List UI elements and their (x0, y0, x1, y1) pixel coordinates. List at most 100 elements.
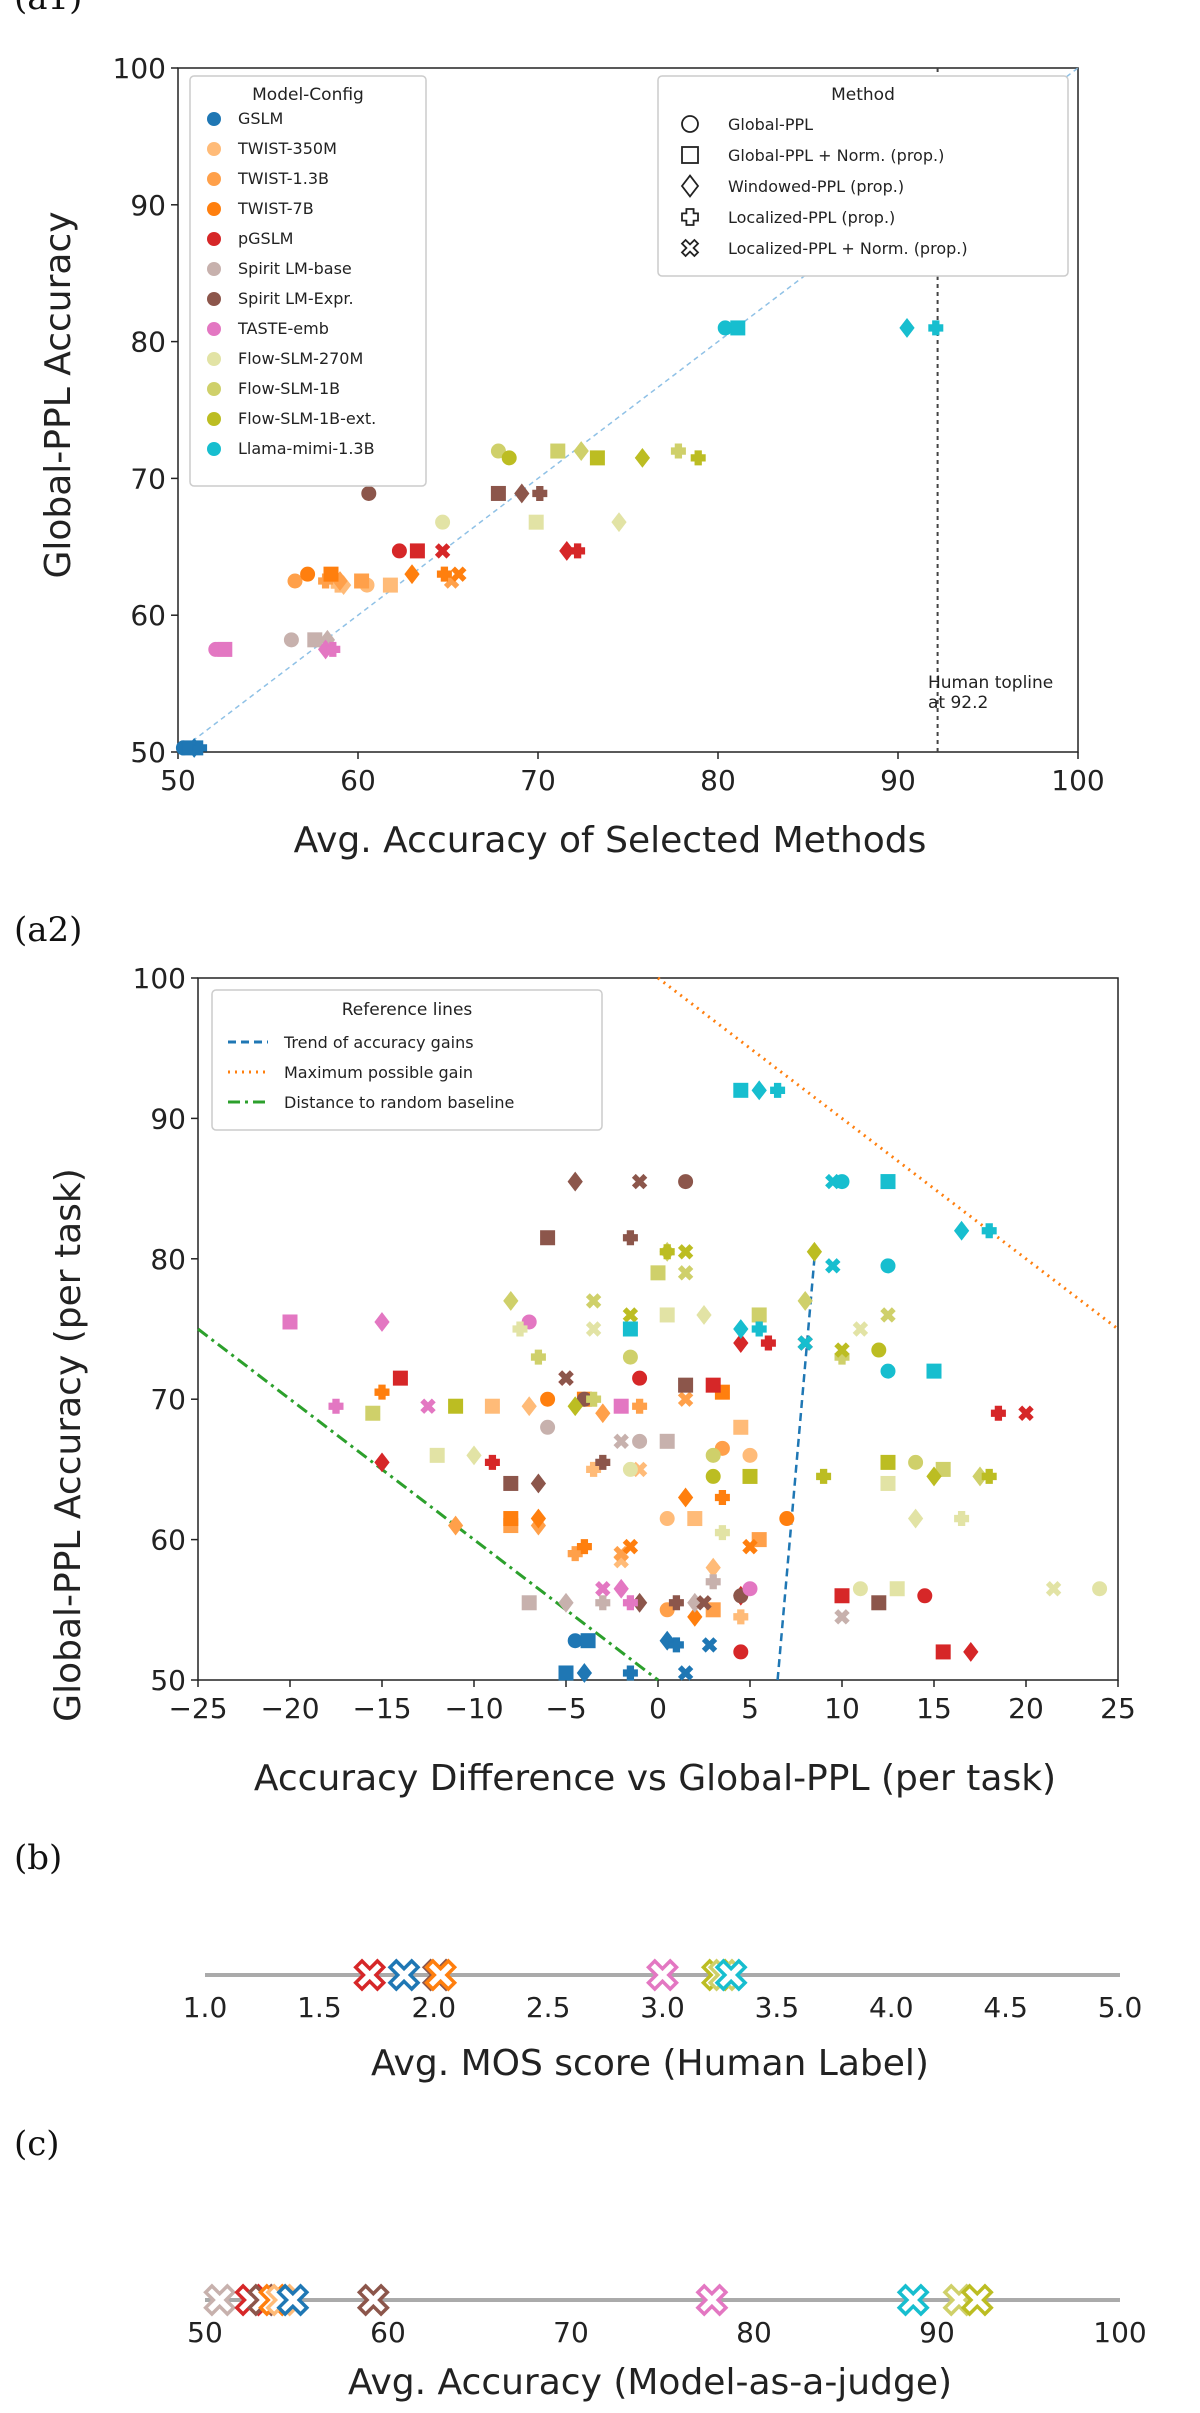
a2-xtick-label: 0 (649, 1692, 667, 1725)
a2-xtick-label: 20 (1008, 1692, 1044, 1725)
a1-ytick-label: 90 (130, 189, 166, 222)
a1-xtick-label: 90 (880, 764, 916, 797)
a2-point (1018, 1405, 1034, 1421)
a1-point (570, 543, 586, 559)
a2-point (595, 1581, 611, 1597)
a2-point (540, 1230, 556, 1246)
a2-point (696, 1305, 712, 1325)
a2-point (595, 1403, 611, 1424)
a1-method-swatch (680, 174, 700, 198)
a2-point (935, 1644, 951, 1660)
a2-point (576, 1539, 592, 1555)
a2-point (742, 1538, 758, 1555)
a1-legend-label: TWIST-350M (237, 139, 337, 158)
a2-point (622, 1230, 638, 1246)
b-xlabel: Avg. MOS score (Human Label) (371, 2043, 929, 2084)
b-point (353, 1958, 387, 1992)
a2-point (852, 1321, 869, 1337)
a2-xtick-label: −20 (260, 1692, 319, 1725)
a2-point (678, 1377, 694, 1393)
a2-point (751, 1080, 767, 1101)
a2-point (733, 1319, 749, 1339)
b-xtick-label: 2.0 (411, 1991, 456, 2024)
b-xtick-label: 1.5 (297, 1991, 342, 2024)
a2-xtick-label: −10 (444, 1692, 503, 1725)
chart-a2: −25 −20 −15 −10 −5 0 5 10 15 20 25 50 60 70 80 90 100 Ac… (48, 962, 1136, 1799)
a1-point (192, 740, 208, 756)
a1-method-swatch (681, 208, 699, 226)
a1-method-legend-title: Method (831, 85, 895, 105)
c-xtick-label: 50 (187, 2316, 223, 2349)
a2-point (613, 1578, 629, 1599)
a2-point (705, 1377, 721, 1393)
a2-point (668, 1637, 684, 1653)
a1-method-label: Localized-PPL (prop.) (728, 208, 895, 227)
a2-point (328, 1398, 344, 1414)
a2-point (742, 1447, 758, 1463)
a1-point (717, 320, 733, 336)
a1-method-label: Global-PPL + Norm. (prop.) (728, 146, 944, 165)
a2-point (880, 1174, 896, 1190)
panel-label-a1: (a1) (14, 0, 82, 18)
b-point (646, 1958, 679, 1992)
a1-xtick-label: 80 (700, 764, 736, 797)
a2-ytick-label: 100 (133, 962, 186, 995)
a2-point (512, 1321, 528, 1337)
a2-point (613, 1433, 629, 1450)
a1-xlabel: Avg. Accuracy of Selected Methods (294, 820, 927, 861)
a2-point (953, 1220, 970, 1241)
a2-point (622, 1321, 638, 1337)
a2-point (733, 1082, 749, 1098)
a1-point (611, 512, 627, 533)
a2-point (677, 1487, 694, 1508)
a2-point (677, 1665, 694, 1681)
a1-model-legend-title: Model-Config (252, 85, 364, 105)
a1-legend-swatch (207, 382, 221, 396)
a1-point (589, 450, 605, 466)
a1-point (217, 641, 233, 657)
a1-point (283, 632, 299, 648)
a2-point (580, 1633, 596, 1649)
a2-point (880, 1454, 896, 1470)
a1-method-label: Localized-PPL + Norm. (prop.) (728, 239, 968, 258)
a2-point (558, 1592, 574, 1613)
a2-point (705, 1447, 721, 1463)
a2-point (374, 1452, 390, 1473)
a2-point (392, 1370, 408, 1386)
a1-xtick-label: 60 (340, 764, 376, 797)
a2-point (420, 1398, 436, 1414)
a2-point (585, 1293, 602, 1309)
a2-trend-line (776, 1258, 816, 1681)
a2-point (677, 1265, 694, 1281)
a2-point (484, 1454, 500, 1470)
a2-point (530, 1349, 546, 1365)
a2-point (852, 1581, 868, 1597)
a1-point (573, 441, 589, 461)
a2-point (687, 1606, 703, 1627)
a2-point (659, 1244, 675, 1260)
a2-point (733, 1333, 749, 1353)
a2-point (632, 1370, 648, 1386)
a1-topline-label-1: Human topline (928, 673, 1053, 693)
a1-axes-frame (177, 67, 1079, 753)
a2-random-baseline-line (197, 1327, 659, 1682)
a2-point (503, 1290, 519, 1311)
a2-point (374, 1384, 390, 1400)
c-point (695, 2283, 729, 2317)
a2-point (632, 1433, 648, 1449)
a2-point (632, 1398, 648, 1414)
a1-method-swatch (680, 238, 700, 258)
c-xtick-label: 60 (370, 2316, 406, 2349)
a1-point (490, 485, 506, 501)
a2-point (576, 1663, 593, 1683)
a2-point (503, 1475, 519, 1491)
b-point (714, 1958, 748, 1992)
a2-xtick-label: 15 (916, 1692, 952, 1725)
a2-point (981, 1223, 997, 1239)
a1-point (501, 450, 517, 466)
a2-point (530, 1473, 547, 1494)
a2-point (871, 1595, 887, 1611)
a2-point (880, 1258, 896, 1274)
a2-point (701, 1637, 718, 1653)
c-xtick-label: 70 (553, 2316, 589, 2349)
